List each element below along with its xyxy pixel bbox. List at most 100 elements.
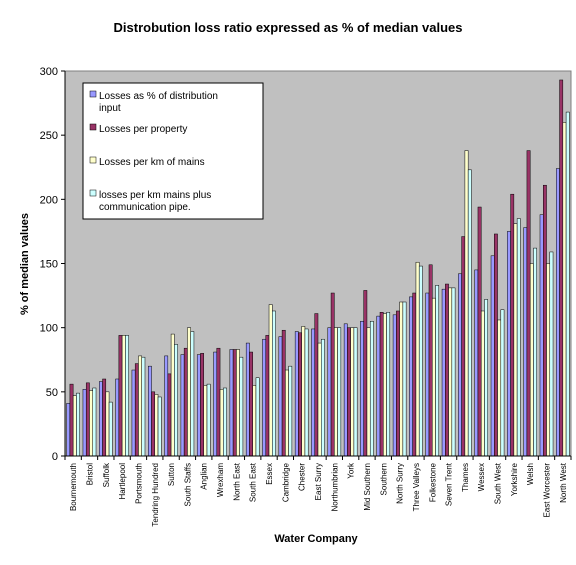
- x-tick-label: Folkestone: [428, 462, 437, 502]
- x-tick-label: Sutton: [167, 463, 176, 486]
- bar-east-worcester-s4: [549, 251, 554, 457]
- bar-southern-s3: [383, 313, 387, 457]
- bar-wrexham-s4: [223, 387, 227, 457]
- bar-north-surry-s4: [402, 301, 407, 457]
- y-tick-label: 150: [40, 259, 58, 271]
- bar-tendring-hundred-s2: [151, 391, 156, 457]
- bar-seven-trent-s1: [441, 288, 446, 457]
- bar-hartlepool-s1: [115, 378, 120, 457]
- bar-north-surry-s3: [399, 301, 404, 457]
- x-tick-label: East Worcester: [543, 463, 552, 518]
- bar-wessex-s2: [477, 206, 482, 457]
- bar-sutton-s1: [164, 355, 169, 457]
- bar-folkestone-s2: [428, 264, 433, 457]
- bar-north-surry-s1: [392, 314, 397, 457]
- bar-south-east-s3: [252, 385, 257, 457]
- axes: 0 50 100 150 200 250 300 Bournemouth Bristol Suff…: [40, 66, 572, 527]
- legend-label: communication pipe.: [99, 202, 191, 213]
- bar-south-staffs-s4: [190, 331, 195, 457]
- bar-sutton-s4: [174, 344, 178, 457]
- x-tick-label: Anglian: [200, 463, 209, 490]
- y-tick-label: 100: [40, 323, 58, 335]
- bar-north-east-s2: [232, 349, 237, 457]
- y-tick-label: 300: [40, 66, 58, 78]
- bar-folkestone-s1: [425, 292, 430, 457]
- bar-seven-trent-s4: [451, 287, 456, 457]
- x-tick-label: Northumbrian: [330, 463, 339, 511]
- legend-label: Losses per property: [99, 124, 187, 135]
- legend-label: input: [99, 103, 121, 114]
- bar-yorkshire-s3: [513, 223, 518, 457]
- bar-yorkshire-s1: [507, 231, 511, 457]
- bar-south-west-s1: [490, 255, 495, 457]
- bar-north-west-s1: [556, 168, 560, 457]
- x-tick-label: Bristol: [85, 463, 94, 485]
- bars: [66, 79, 570, 457]
- bar-south-east-s2: [249, 351, 253, 457]
- bar-chester-s4: [304, 328, 309, 457]
- bar-portsmouth-s4: [141, 356, 146, 457]
- bar-north-west-s4: [565, 111, 570, 457]
- x-tick-label: South West: [494, 462, 503, 504]
- x-tick-label: East Surry: [314, 463, 323, 500]
- bar-sutton-s3: [170, 333, 175, 457]
- bar-bristol-s1: [82, 389, 87, 457]
- x-tick-label: Essex: [265, 463, 274, 485]
- bar-seven-trent-s3: [448, 287, 453, 457]
- bar-south-east-s1: [245, 342, 250, 457]
- bar-wrexham-s2: [216, 347, 221, 457]
- bar-wessex-s4: [484, 299, 488, 457]
- bar-hartlepool-s4: [125, 335, 129, 457]
- x-tick-label: South Staffs: [183, 463, 192, 506]
- bar-essex-s3: [268, 304, 273, 457]
- bar-anglian-s1: [196, 354, 201, 457]
- bar-three-valleys-s1: [409, 296, 413, 457]
- bar-three-valleys-s4: [418, 265, 423, 457]
- bar-north-east-s3: [236, 349, 240, 457]
- bar-bristol-s4: [92, 387, 97, 457]
- bar-northumbrian-s3: [334, 327, 338, 457]
- x-tick-label: Southern: [379, 463, 388, 495]
- y-tick-label: 250: [40, 130, 58, 142]
- bar-welsh-s4: [533, 247, 537, 457]
- x-tick-label: Chester: [298, 463, 307, 491]
- bar-portsmouth-s3: [138, 355, 142, 457]
- bar-chester-s2: [298, 332, 302, 457]
- bar-east-surry-s1: [311, 328, 315, 457]
- bar-yorkshire-s4: [516, 218, 521, 457]
- bar-southern-s4: [386, 312, 391, 457]
- bar-yorkshire-s2: [510, 193, 515, 457]
- bar-anglian-s4: [206, 383, 211, 457]
- bar-northumbrian-s1: [327, 327, 332, 457]
- bar-sutton-s2: [167, 373, 172, 457]
- x-tick-label: South East: [249, 462, 258, 502]
- bar-wessex-s3: [480, 310, 485, 457]
- x-tick-label: Portsmouth: [134, 463, 143, 504]
- bar-three-valleys-s3: [415, 261, 420, 457]
- bar-chester-s3: [301, 326, 306, 457]
- x-tick-label: Suffolk: [102, 462, 111, 487]
- bar-essex-s2: [265, 335, 270, 457]
- bar-welsh-s1: [523, 227, 528, 457]
- bar-bournemouth-s3: [72, 395, 77, 457]
- bar-south-staffs-s3: [187, 327, 191, 457]
- bar-south-east-s4: [255, 377, 260, 457]
- bar-seven-trent-s2: [445, 283, 449, 457]
- bar-east-surry-s3: [317, 342, 322, 457]
- bar-north-east-s4: [239, 356, 244, 457]
- bar-tendring-hundred-s4: [157, 396, 162, 457]
- bar-east-worcester-s3: [546, 263, 551, 457]
- legend-swatch: [89, 189, 97, 197]
- x-tick-label: York: [347, 462, 356, 479]
- bar-southern-s1: [376, 315, 381, 457]
- bar-hartlepool-s2: [118, 335, 123, 457]
- bar-suffolk-s2: [102, 378, 107, 457]
- bar-northumbrian-s2: [330, 292, 335, 457]
- bar-east-surry-s4: [321, 338, 325, 457]
- bar-wessex-s1: [474, 269, 479, 457]
- bar-mid-southern-s2: [363, 290, 368, 457]
- bar-southern-s2: [379, 312, 384, 457]
- x-tick-label: Wrexham: [216, 463, 225, 497]
- bar-south-staffs-s1: [180, 354, 185, 457]
